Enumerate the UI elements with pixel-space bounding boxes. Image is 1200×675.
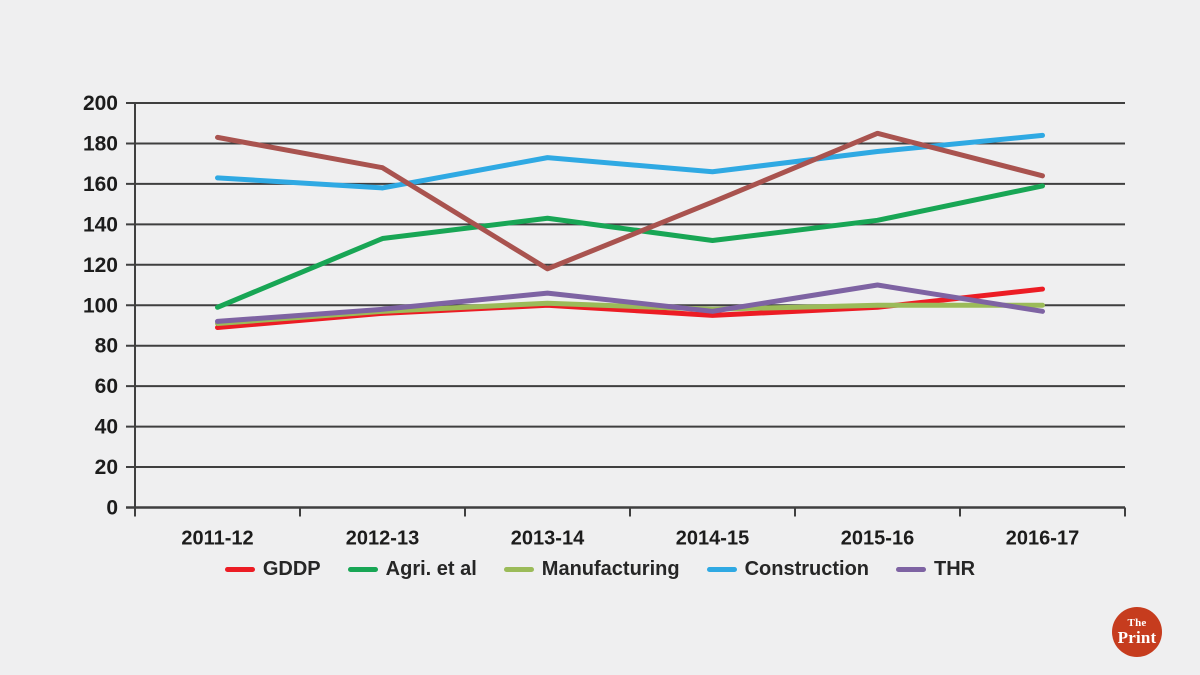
- legend-swatch: [347, 566, 378, 572]
- x-tick-label: 2011-12: [181, 528, 253, 550]
- logo-text-top: The: [1127, 617, 1147, 629]
- legend-item-construction: Construction: [706, 558, 870, 580]
- chart-legend: GDDP Agri. et al Manufacturing Construction…: [0, 559, 1200, 579]
- y-tick-label: 140: [83, 213, 118, 236]
- x-tick-label: 2015-16: [841, 528, 914, 550]
- legend-swatch: [706, 566, 737, 572]
- y-tick-label: 160: [83, 173, 118, 196]
- legend-label: Agri. et al: [385, 558, 477, 580]
- legend-label: THR: [934, 558, 976, 580]
- x-tick-label: 2013-14: [511, 528, 585, 550]
- theprint-logo: The Print: [1112, 607, 1162, 657]
- y-axis-labels: 0 20 40 60 80 100 120 140 160 180 200: [83, 92, 118, 520]
- y-tick-label: 60: [95, 375, 118, 398]
- series-line-thr: [215, 282, 1045, 324]
- line-chart: 0 20 40 60 80 100 120 140 160 180 200 2011-12 2012-…: [83, 92, 1126, 550]
- y-tick-label: 40: [95, 416, 118, 439]
- series-lines: [215, 130, 1045, 330]
- x-tick-label: 2016-17: [1006, 528, 1079, 550]
- legend-swatch: [896, 566, 927, 572]
- legend-item-thr: THR: [896, 559, 975, 579]
- legend-swatch: [503, 566, 534, 572]
- series-line-unlabeled: [215, 130, 1045, 272]
- legend-item-agri-et-al: Agri. et al: [347, 558, 477, 580]
- legend-label: Manufacturing: [541, 558, 680, 580]
- legend-item-gddp: GDDP: [224, 558, 321, 580]
- legend-swatch: [224, 566, 255, 572]
- legend-label: GDDP: [262, 558, 321, 580]
- logo-text-bottom: Print: [1117, 628, 1157, 647]
- x-tick-label: 2014-15: [676, 528, 749, 550]
- series-line-construction: [215, 132, 1045, 191]
- x-tick-label: 2012-13: [346, 528, 419, 550]
- x-axis-labels: 2011-12 2012-13 2013-14 2014-15 2015-16 2016-…: [181, 528, 1079, 550]
- y-tick-label: 100: [83, 294, 118, 317]
- y-tick-label: 0: [106, 497, 118, 520]
- y-tick-label: 80: [95, 335, 118, 358]
- legend-label: Construction: [744, 558, 870, 580]
- axes: [126, 103, 1126, 517]
- y-tick-label: 20: [95, 456, 118, 479]
- series-line-agri-et-al: [215, 183, 1045, 310]
- y-tick-label: 120: [83, 254, 118, 277]
- y-tick-label: 180: [83, 132, 118, 155]
- y-tick-label: 200: [83, 92, 118, 115]
- legend-item-manufacturing: Manufacturing: [503, 558, 680, 580]
